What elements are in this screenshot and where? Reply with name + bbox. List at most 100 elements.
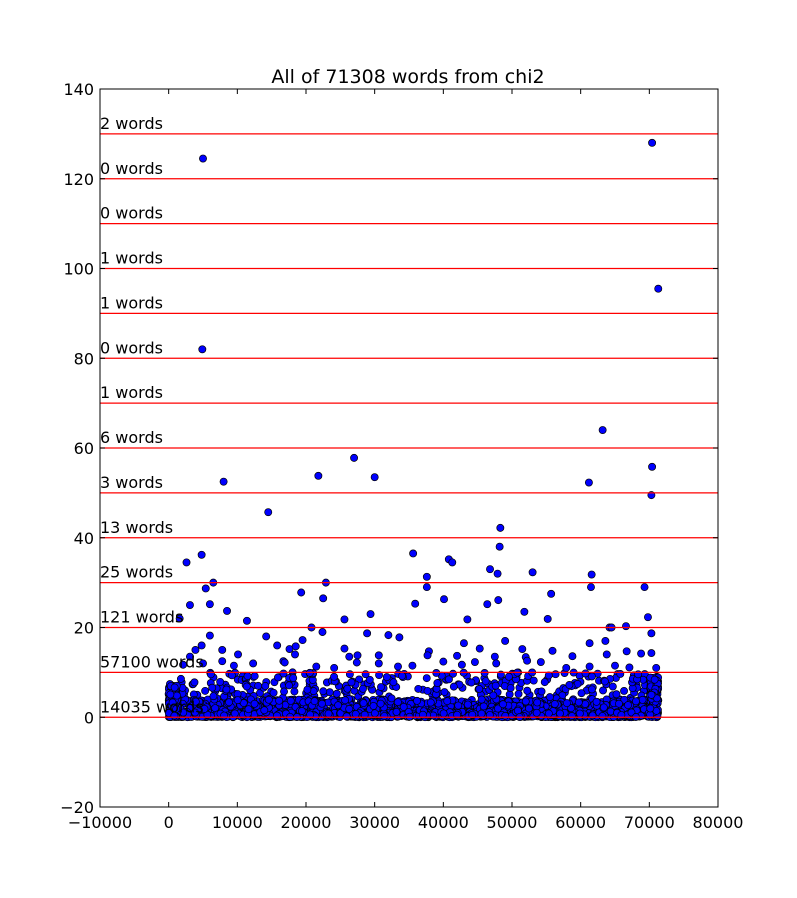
scatter-point — [325, 688, 334, 697]
scatter-point — [243, 672, 252, 681]
y-tick-label: 80 — [74, 349, 94, 368]
scatter-point — [551, 670, 560, 679]
scatter-point — [352, 658, 361, 667]
scatter-point — [380, 712, 389, 721]
scatter-point — [634, 670, 643, 679]
band-label: 14035 words — [100, 697, 204, 716]
scatter-point — [334, 701, 343, 710]
scatter-point — [501, 637, 510, 645]
scatter-point — [652, 663, 661, 672]
scatter-point — [175, 614, 184, 623]
scatter-point — [599, 703, 608, 712]
band-label: 0 words — [100, 204, 163, 223]
scatter-point — [200, 704, 209, 713]
scatter-point — [324, 709, 333, 718]
scatter-point — [345, 705, 354, 713]
scatter-point — [562, 699, 571, 708]
scatter-point — [648, 138, 657, 147]
scatter-point — [443, 697, 452, 706]
x-tick-label: 20000 — [281, 813, 332, 832]
scatter-point — [489, 691, 498, 700]
scatter-point — [289, 674, 298, 683]
scatter-point — [470, 658, 479, 667]
scatter-point — [359, 699, 368, 708]
scatter-point — [218, 645, 227, 654]
scatter-point — [616, 669, 625, 678]
scatter-point — [185, 601, 194, 610]
scatter-point — [411, 599, 420, 608]
scatter-point — [191, 708, 200, 717]
scatter-point — [223, 606, 231, 615]
scatter-points — [164, 138, 663, 722]
scatter-point — [481, 677, 490, 686]
scatter-point — [170, 683, 179, 692]
y-tick-label: −20 — [60, 798, 94, 817]
scatter-point — [588, 685, 596, 694]
scatter-point — [360, 710, 369, 719]
scatter-point — [285, 681, 294, 690]
scatter-point — [640, 583, 649, 592]
scatter-point — [414, 684, 423, 693]
scatter-point — [648, 462, 657, 471]
scatter-point — [525, 704, 533, 713]
scatter-point — [543, 615, 552, 623]
band-label: 13 words — [100, 518, 173, 537]
scatter-point — [306, 710, 315, 719]
scatter-point — [567, 704, 576, 713]
scatter-point — [190, 678, 199, 687]
scatter-point — [166, 690, 175, 699]
scatter-point — [483, 600, 492, 609]
scatter-point — [413, 696, 421, 705]
scatter-point — [624, 701, 633, 710]
scatter-point — [376, 699, 385, 708]
scatter-point — [256, 689, 264, 698]
scatter-point — [343, 684, 352, 693]
scatter-point — [273, 711, 281, 720]
scatter-point — [532, 708, 541, 717]
scatter-point — [273, 641, 282, 650]
scatter-point — [353, 651, 362, 660]
scatter-point — [422, 572, 431, 581]
scatter-point — [176, 674, 185, 683]
scatter-point — [499, 700, 507, 709]
x-tick-label: 70000 — [624, 813, 675, 832]
scatter-point — [598, 426, 607, 434]
scatter-point — [625, 663, 634, 672]
scatter-point — [457, 660, 466, 669]
scatter-point — [220, 711, 229, 720]
scatter-point — [568, 652, 577, 661]
scatter-point — [504, 672, 513, 681]
scatter-point — [440, 688, 449, 696]
scatter-point — [264, 695, 273, 704]
scatter-point — [264, 508, 273, 517]
scatter-point — [602, 650, 611, 659]
scatter-point — [225, 698, 233, 707]
scatter-point — [369, 701, 378, 710]
scatter-point — [392, 707, 401, 716]
scatter-point — [528, 568, 537, 577]
scatter-point — [242, 682, 251, 691]
scatter-point — [622, 622, 630, 631]
scatter-point — [454, 701, 463, 710]
scatter-point — [201, 686, 210, 695]
scatter-point — [249, 659, 258, 668]
scatter-point — [201, 584, 210, 593]
scatter-point — [219, 477, 228, 486]
scatter-point — [350, 453, 359, 462]
scatter-point — [547, 589, 556, 598]
scatter-point — [319, 594, 328, 603]
scatter-point — [374, 659, 383, 668]
scatter-point — [418, 710, 427, 719]
scatter-point — [199, 154, 207, 163]
scatter-point — [399, 702, 408, 711]
scatter-point — [191, 697, 200, 706]
scatter-point — [275, 696, 284, 705]
scatter-point — [647, 649, 656, 658]
scatter-point — [423, 686, 432, 695]
scatter-point — [453, 651, 462, 660]
scatter-point — [197, 641, 206, 650]
band-label: 121 words — [100, 608, 183, 627]
plot-area: 14035 words 57100 words 121 words 25 words 1… — [60, 80, 743, 832]
scatter-point — [477, 709, 486, 718]
scatter-point — [242, 616, 251, 625]
